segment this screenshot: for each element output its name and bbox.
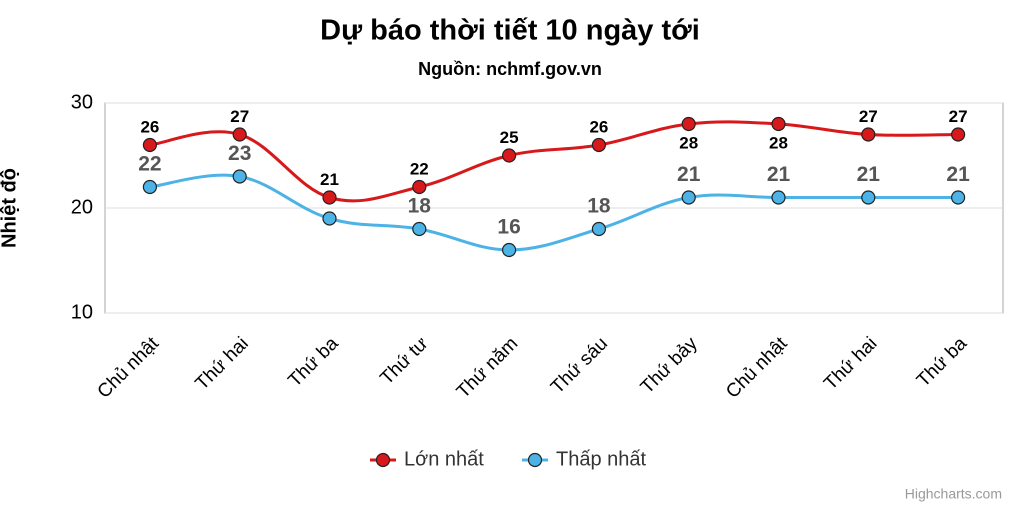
data-label: 27 (230, 107, 249, 126)
x-tick-label: Thứ ba (913, 333, 972, 392)
data-label: 22 (138, 153, 161, 176)
x-tick-label: Thứ bảy (637, 333, 702, 398)
y-axis-title: Nhiệt độ (0, 168, 20, 248)
x-tick-label: Thứ hai (820, 333, 881, 394)
x-tick-label: Thứ hai (192, 333, 253, 394)
legend-label: Thấp nhất (556, 448, 647, 470)
legend-marker (527, 452, 543, 468)
point (232, 169, 247, 184)
point (142, 137, 157, 153)
point (681, 190, 696, 205)
point (771, 190, 786, 205)
data-label: 23 (228, 142, 251, 165)
point (950, 190, 966, 205)
point (412, 221, 427, 237)
credits: Highcharts.com (905, 486, 1002, 502)
point (502, 148, 517, 163)
y-tick-label: 20 (71, 196, 93, 218)
data-label: 21 (857, 163, 881, 186)
data-label: 18 (587, 195, 611, 218)
data-label: 26 (589, 117, 608, 136)
series-line (149, 120, 959, 203)
point (861, 190, 876, 205)
y-tick-label: 30 (71, 91, 93, 113)
data-label: 18 (408, 195, 432, 218)
data-label: 21 (946, 163, 970, 186)
data-label: 21 (320, 170, 339, 189)
point (771, 116, 786, 132)
x-tick-label: Thứ năm (453, 333, 522, 402)
data-label: 28 (679, 133, 698, 152)
x-tick-label: Chủ nhật (94, 333, 164, 403)
legend-label: Lớn nhất (404, 448, 484, 470)
data-label: 21 (677, 163, 701, 186)
series-line (149, 173, 959, 252)
data-label: 16 (497, 216, 520, 239)
chart-title: Dự báo thời tiết 10 ngày tới (320, 15, 700, 47)
point (591, 137, 607, 153)
data-label: 25 (500, 128, 519, 147)
point (142, 179, 157, 195)
point (950, 127, 966, 142)
point (232, 127, 247, 142)
point (322, 190, 337, 205)
point (861, 127, 876, 142)
chart-subtitle: Nguồn: nchmf.gov.vn (418, 59, 602, 79)
legend-marker (375, 452, 391, 468)
y-tick-label: 10 (71, 301, 93, 323)
x-tick-label: Chủ nhật (722, 333, 792, 403)
x-tick-label: Thứ ba (284, 333, 343, 392)
data-label: 28 (769, 133, 788, 152)
point (591, 221, 607, 237)
point (322, 211, 337, 226)
data-label: 21 (767, 163, 791, 186)
point (412, 179, 427, 195)
x-tick-label: Thứ sáu (547, 333, 612, 398)
point (502, 242, 517, 258)
data-label: 22 (410, 159, 429, 178)
point (681, 116, 696, 132)
data-label: 26 (140, 117, 159, 136)
data-label: 27 (949, 107, 968, 126)
data-label: 27 (859, 107, 878, 126)
x-tick-label: Thứ tư (376, 333, 432, 389)
